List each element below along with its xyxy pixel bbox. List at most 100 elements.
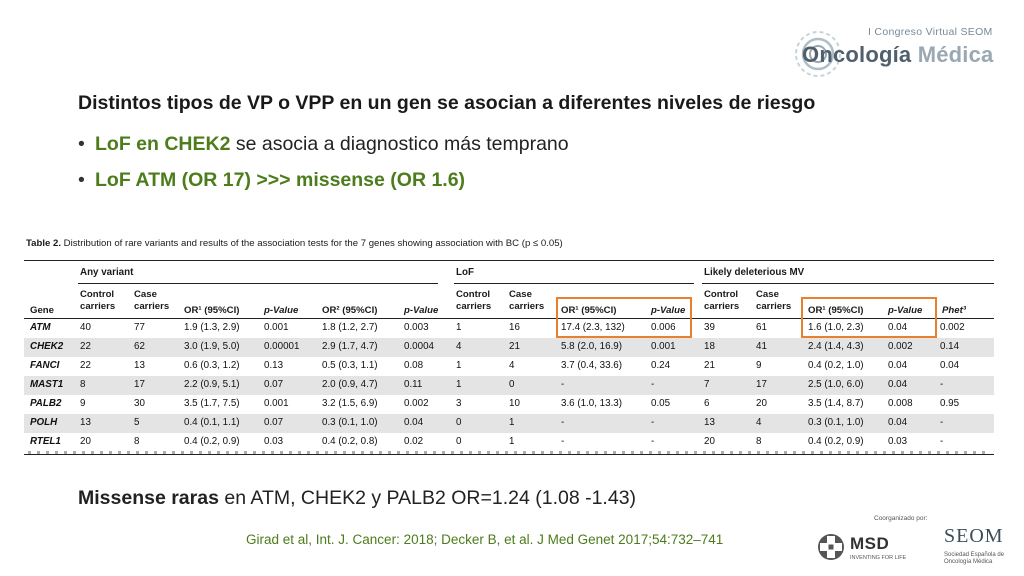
table-cell: 1.8 (1.2, 2.7) — [322, 322, 378, 333]
table-cell: - — [561, 379, 565, 390]
table-cell: 61 — [756, 322, 767, 333]
missense-bold: Missense raras — [78, 487, 219, 509]
table-cell: 0.006 — [651, 322, 676, 333]
table-cell: 0 — [456, 436, 462, 447]
table-cell: 1 — [456, 360, 462, 371]
table-row: FANCI 22 13 0.6 (0.3, 1.2) 0.13 0.5 (0.3, 1.1… — [24, 357, 994, 376]
table-cell: 20 — [704, 436, 715, 447]
table-cell: 0.003 — [404, 322, 429, 333]
table-cell: 0.04 — [888, 360, 908, 371]
table-footer-dashes — [28, 451, 988, 454]
group-rule — [702, 283, 994, 284]
table-cell: 0.13 — [264, 360, 284, 371]
table-cell: - — [940, 436, 944, 447]
logo-arcs-icon — [795, 31, 841, 77]
col-control: Control carriers — [80, 289, 116, 312]
table-cell: 1 — [456, 379, 462, 390]
table-cell: 0.4 (0.2, 1.0) — [808, 360, 864, 371]
col-pvalue: p-Value — [888, 305, 923, 316]
col-case: Case carriers — [134, 289, 170, 312]
table-cell: 21 — [509, 341, 520, 352]
gene-cell: RTEL1 — [30, 436, 61, 447]
gene-cell: ATM — [30, 322, 51, 333]
msd-logo-icon — [818, 534, 844, 560]
table-cell: 10 — [509, 398, 520, 409]
table-cell: 2.4 (1.4, 4.3) — [808, 341, 864, 352]
table-cell: - — [940, 417, 944, 428]
table-cell: 0.001 — [264, 322, 289, 333]
table-cell: 0.00001 — [264, 341, 300, 352]
table-cell: 0 — [509, 379, 515, 390]
table-cell: 13 — [80, 417, 91, 428]
table-cell: - — [940, 379, 944, 390]
col-control: Control carriers — [704, 289, 740, 312]
table-cell: 0.24 — [651, 360, 671, 371]
col-phet: Phet³ — [942, 305, 966, 316]
table-caption-text: Distribution of rare variants and result… — [61, 238, 563, 249]
table-cell: 21 — [704, 360, 715, 371]
logo-wordmark-light: Médica — [917, 42, 994, 67]
table-cell: 0.002 — [888, 341, 913, 352]
bullet-dot-icon: • — [78, 133, 85, 155]
highlight-lof-atm — [556, 297, 692, 338]
table-cell: 0.14 — [940, 341, 960, 352]
table-cell: 0.07 — [264, 417, 284, 428]
table-cell: - — [651, 436, 655, 447]
table-cell: 0.4 (0.2, 0.9) — [808, 436, 864, 447]
table-cell: 0.02 — [404, 436, 424, 447]
table-cell: 0.04 — [404, 417, 424, 428]
bullet-bold: LoF en CHEK2 — [95, 133, 231, 155]
gene-cell: POLH — [30, 417, 58, 428]
table-cell: 0.03 — [888, 436, 908, 447]
table-cell: 39 — [704, 322, 715, 333]
table-cell: 3.5 (1.4, 8.7) — [808, 398, 864, 409]
table-cell: 3.6 (1.0, 13.3) — [561, 398, 622, 409]
bullet-item: • LoF en CHEK2 se asocia a diagnostico m… — [78, 130, 569, 166]
table-cell: 0.03 — [264, 436, 284, 447]
bullet-item: • LoF ATM (OR 17) >>> missense (OR 1.6) — [78, 166, 569, 202]
table-cell: 0.002 — [940, 322, 965, 333]
table-cell: 40 — [80, 322, 91, 333]
table-cell: 0.6 (0.3, 1.2) — [184, 360, 240, 371]
table-cell: 8 — [80, 379, 86, 390]
table-row: RTEL1 20 8 0.4 (0.2, 0.9) 0.03 0.4 (0.2, 0.8)… — [24, 433, 994, 452]
table-cell: 0.008 — [888, 398, 913, 409]
group-rule — [78, 283, 438, 284]
table-cell: 0.07 — [264, 379, 284, 390]
table-cell: 30 — [134, 398, 145, 409]
seom-wordmark: SEOM — [944, 525, 1004, 547]
table-cell: 0.001 — [264, 398, 289, 409]
group-any-variant: Any variant — [80, 267, 134, 278]
col-control: Control carriers — [456, 289, 492, 312]
table-cell: 20 — [80, 436, 91, 447]
table-cell: 9 — [80, 398, 86, 409]
table-cell: 4 — [509, 360, 515, 371]
table-cell: 62 — [134, 341, 145, 352]
table-cell: 3 — [456, 398, 462, 409]
organized-by-label: Coorganizado por: — [874, 515, 928, 522]
col-case: Case carriers — [756, 289, 792, 312]
col-gene: Gene — [30, 305, 54, 316]
table-cell: 0.002 — [404, 398, 429, 409]
table-cell: 3.7 (0.4, 33.6) — [561, 360, 622, 371]
table-cell: 16 — [509, 322, 520, 333]
table-row: ATM 40 77 1.9 (1.3, 2.9) 0.001 1.8 (1.2, 2.7)… — [24, 319, 994, 338]
table-cell: 0.001 — [651, 341, 676, 352]
gene-cell: CHEK2 — [30, 341, 64, 352]
table-cell: 1 — [456, 322, 462, 333]
table-row: PALB2 9 30 3.5 (1.7, 7.5) 0.001 3.2 (1.5, 6.9… — [24, 395, 994, 414]
table-cell: 77 — [134, 322, 145, 333]
table-cell: 22 — [80, 360, 91, 371]
col-pvalue: p-Value — [651, 305, 686, 316]
table-cell: 1 — [509, 417, 515, 428]
table-cell: 0.4 (0.2, 0.8) — [322, 436, 378, 447]
table-cell: 3.0 (1.9, 5.0) — [184, 341, 240, 352]
table-cell: 6 — [704, 398, 710, 409]
table-cell: 13 — [134, 360, 145, 371]
table-cell: 3.2 (1.5, 6.9) — [322, 398, 378, 409]
gene-cell: MAST1 — [30, 379, 64, 390]
table-cell: 5 — [134, 417, 140, 428]
table-cell: 9 — [756, 360, 762, 371]
table-cell: 0.95 — [940, 398, 960, 409]
col-or: OR¹ (95%CI) — [808, 305, 864, 316]
